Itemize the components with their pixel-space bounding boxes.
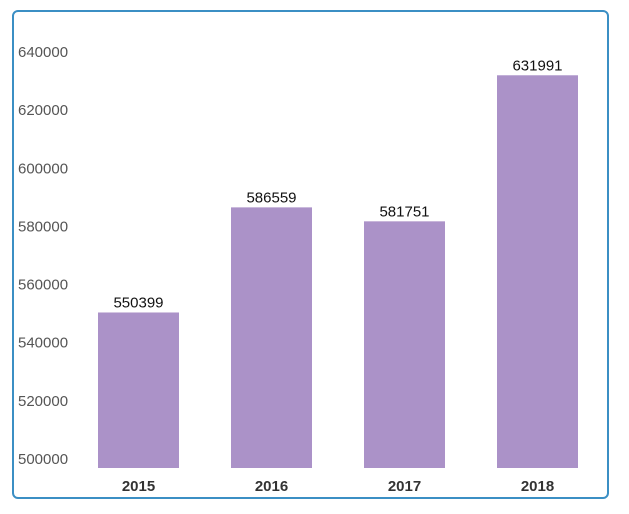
- bar-value-label: 550399: [113, 294, 163, 311]
- y-tick-label: 500000: [18, 451, 68, 468]
- y-tick-label: 620000: [18, 102, 68, 119]
- y-tick-label: 520000: [18, 393, 68, 410]
- y-axis-ticks: 640000 620000 600000 580000 560000 540000 5200…: [18, 44, 68, 468]
- bars-group: [98, 75, 578, 468]
- bar-2018: [497, 75, 578, 468]
- y-tick-label: 540000: [18, 335, 68, 352]
- y-tick-label: 600000: [18, 160, 68, 177]
- x-tick-label: 2015: [122, 478, 155, 495]
- bar-value-label: 581751: [379, 203, 429, 220]
- y-tick-label: 580000: [18, 218, 68, 235]
- bar-2017: [364, 221, 445, 468]
- x-axis-ticks: 2015 2016 2017 2018: [122, 478, 554, 495]
- bar-value-labels: 550399 586559 581751 631991: [113, 57, 562, 311]
- y-tick-label: 560000: [18, 277, 68, 294]
- bar-2015: [98, 312, 179, 468]
- x-tick-label: 2017: [388, 478, 421, 495]
- bar-value-label: 631991: [512, 57, 562, 74]
- x-tick-label: 2018: [521, 478, 554, 495]
- bar-value-label: 586559: [246, 189, 296, 206]
- bar-2016: [231, 207, 312, 468]
- x-tick-label: 2016: [255, 478, 288, 495]
- y-tick-label: 640000: [18, 44, 68, 61]
